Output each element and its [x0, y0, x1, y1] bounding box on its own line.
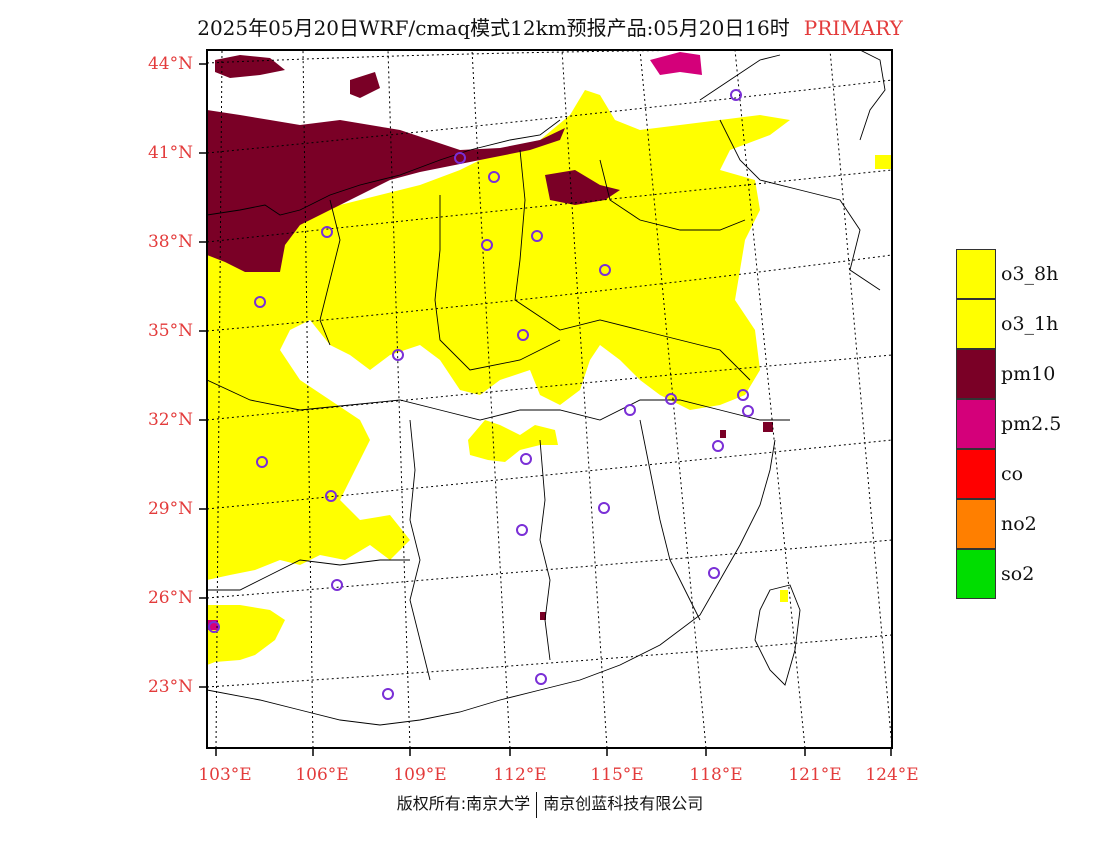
title-primary-tag: PRIMARY	[803, 16, 903, 40]
station-marker	[520, 453, 532, 465]
map-title: 2025年05月20日WRF/cmaq模式12km预报产品:05月20日16时 P…	[0, 12, 1100, 41]
station-marker	[254, 296, 266, 308]
station-marker	[737, 389, 749, 401]
lat-label-41n: 41°N	[147, 143, 193, 163]
boundaries	[207, 50, 886, 726]
station-marker	[321, 226, 333, 238]
legend-label: pm10	[1001, 363, 1056, 385]
lat-label-29n: 29°N	[147, 499, 193, 519]
pm25-spot-2	[207, 620, 218, 630]
o3-spot-taiwan	[780, 590, 788, 602]
legend-swatch	[956, 349, 996, 399]
station-marker	[392, 349, 404, 361]
legend-swatch	[956, 499, 996, 549]
lon-label-106e: 106°E	[295, 765, 349, 785]
station-marker	[624, 404, 636, 416]
station-marker	[481, 239, 493, 251]
legend-label: co	[1001, 463, 1024, 485]
lon-label-112e: 112°E	[493, 765, 547, 785]
legend-label: o3_8h	[1001, 263, 1059, 285]
pm10-spot-3	[763, 422, 773, 432]
station-marker	[325, 490, 337, 502]
o3-region-south	[207, 605, 285, 665]
lon-label-103e: 103°E	[198, 765, 252, 785]
copyright-footer: 版权所有:南京大学 南京创蓝科技有限公司	[0, 790, 1100, 818]
station-marker	[516, 524, 528, 536]
lat-label-32n: 32°N	[147, 410, 193, 430]
lon-label-109e: 109°E	[393, 765, 447, 785]
pm10-region	[207, 110, 565, 272]
o3-region-central	[468, 420, 558, 462]
station-marker	[598, 502, 610, 514]
pm25-spot-1	[650, 52, 702, 75]
map-frame	[206, 49, 893, 749]
station-marker	[531, 230, 543, 242]
copyright-company: 南京创蓝科技有限公司	[543, 794, 704, 813]
pm10-region-top	[215, 55, 285, 78]
axis-ticks	[199, 63, 892, 756]
station-marker	[382, 688, 394, 700]
legend-label: pm2.5	[1001, 413, 1062, 435]
station-marker	[708, 567, 720, 579]
pm10-spot-2	[545, 170, 620, 205]
lat-label-26n: 26°N	[147, 588, 193, 608]
lat-label-35n: 35°N	[147, 321, 193, 341]
legend-swatch	[956, 399, 996, 449]
station-marker	[712, 440, 724, 452]
pm10-spot-1	[350, 72, 380, 98]
legend-swatch	[956, 549, 996, 599]
pm10-spot-5	[540, 612, 546, 620]
copyright-divider	[536, 791, 538, 818]
map-layers	[207, 50, 892, 748]
legend-swatch	[956, 299, 996, 349]
station-marker	[730, 89, 742, 101]
lat-label-44n: 44°N	[147, 54, 193, 74]
copyright-owner: 版权所有:南京大学	[396, 794, 531, 813]
legend-label: no2	[1001, 513, 1037, 535]
legend-label: o3_1h	[1001, 313, 1059, 335]
station-marker	[599, 264, 611, 276]
stations	[208, 89, 754, 700]
station-marker	[488, 171, 500, 183]
station-marker	[535, 673, 547, 685]
station-marker	[742, 405, 754, 417]
station-marker	[256, 456, 268, 468]
station-marker	[208, 621, 220, 633]
lon-label-118e: 118°E	[689, 765, 743, 785]
legend-swatch	[956, 449, 996, 499]
lon-label-115e: 115°E	[590, 765, 644, 785]
lat-label-23n: 23°N	[147, 677, 193, 697]
station-marker	[517, 329, 529, 341]
lon-label-124e: 124°E	[865, 765, 919, 785]
station-marker	[454, 152, 466, 164]
title-text: 2025年05月20日WRF/cmaq模式12km预报产品:05月20日16时	[197, 16, 790, 40]
legend-label: so2	[1001, 563, 1035, 585]
station-marker	[331, 579, 343, 591]
o3-region	[207, 90, 790, 580]
lat-label-38n: 38°N	[147, 232, 193, 252]
station-marker	[665, 393, 677, 405]
pm10-spot-4	[720, 430, 726, 438]
legend-swatch	[956, 249, 996, 299]
graticule	[207, 50, 892, 748]
o3-spot-ne	[875, 155, 892, 169]
lon-label-121e: 121°E	[788, 765, 842, 785]
